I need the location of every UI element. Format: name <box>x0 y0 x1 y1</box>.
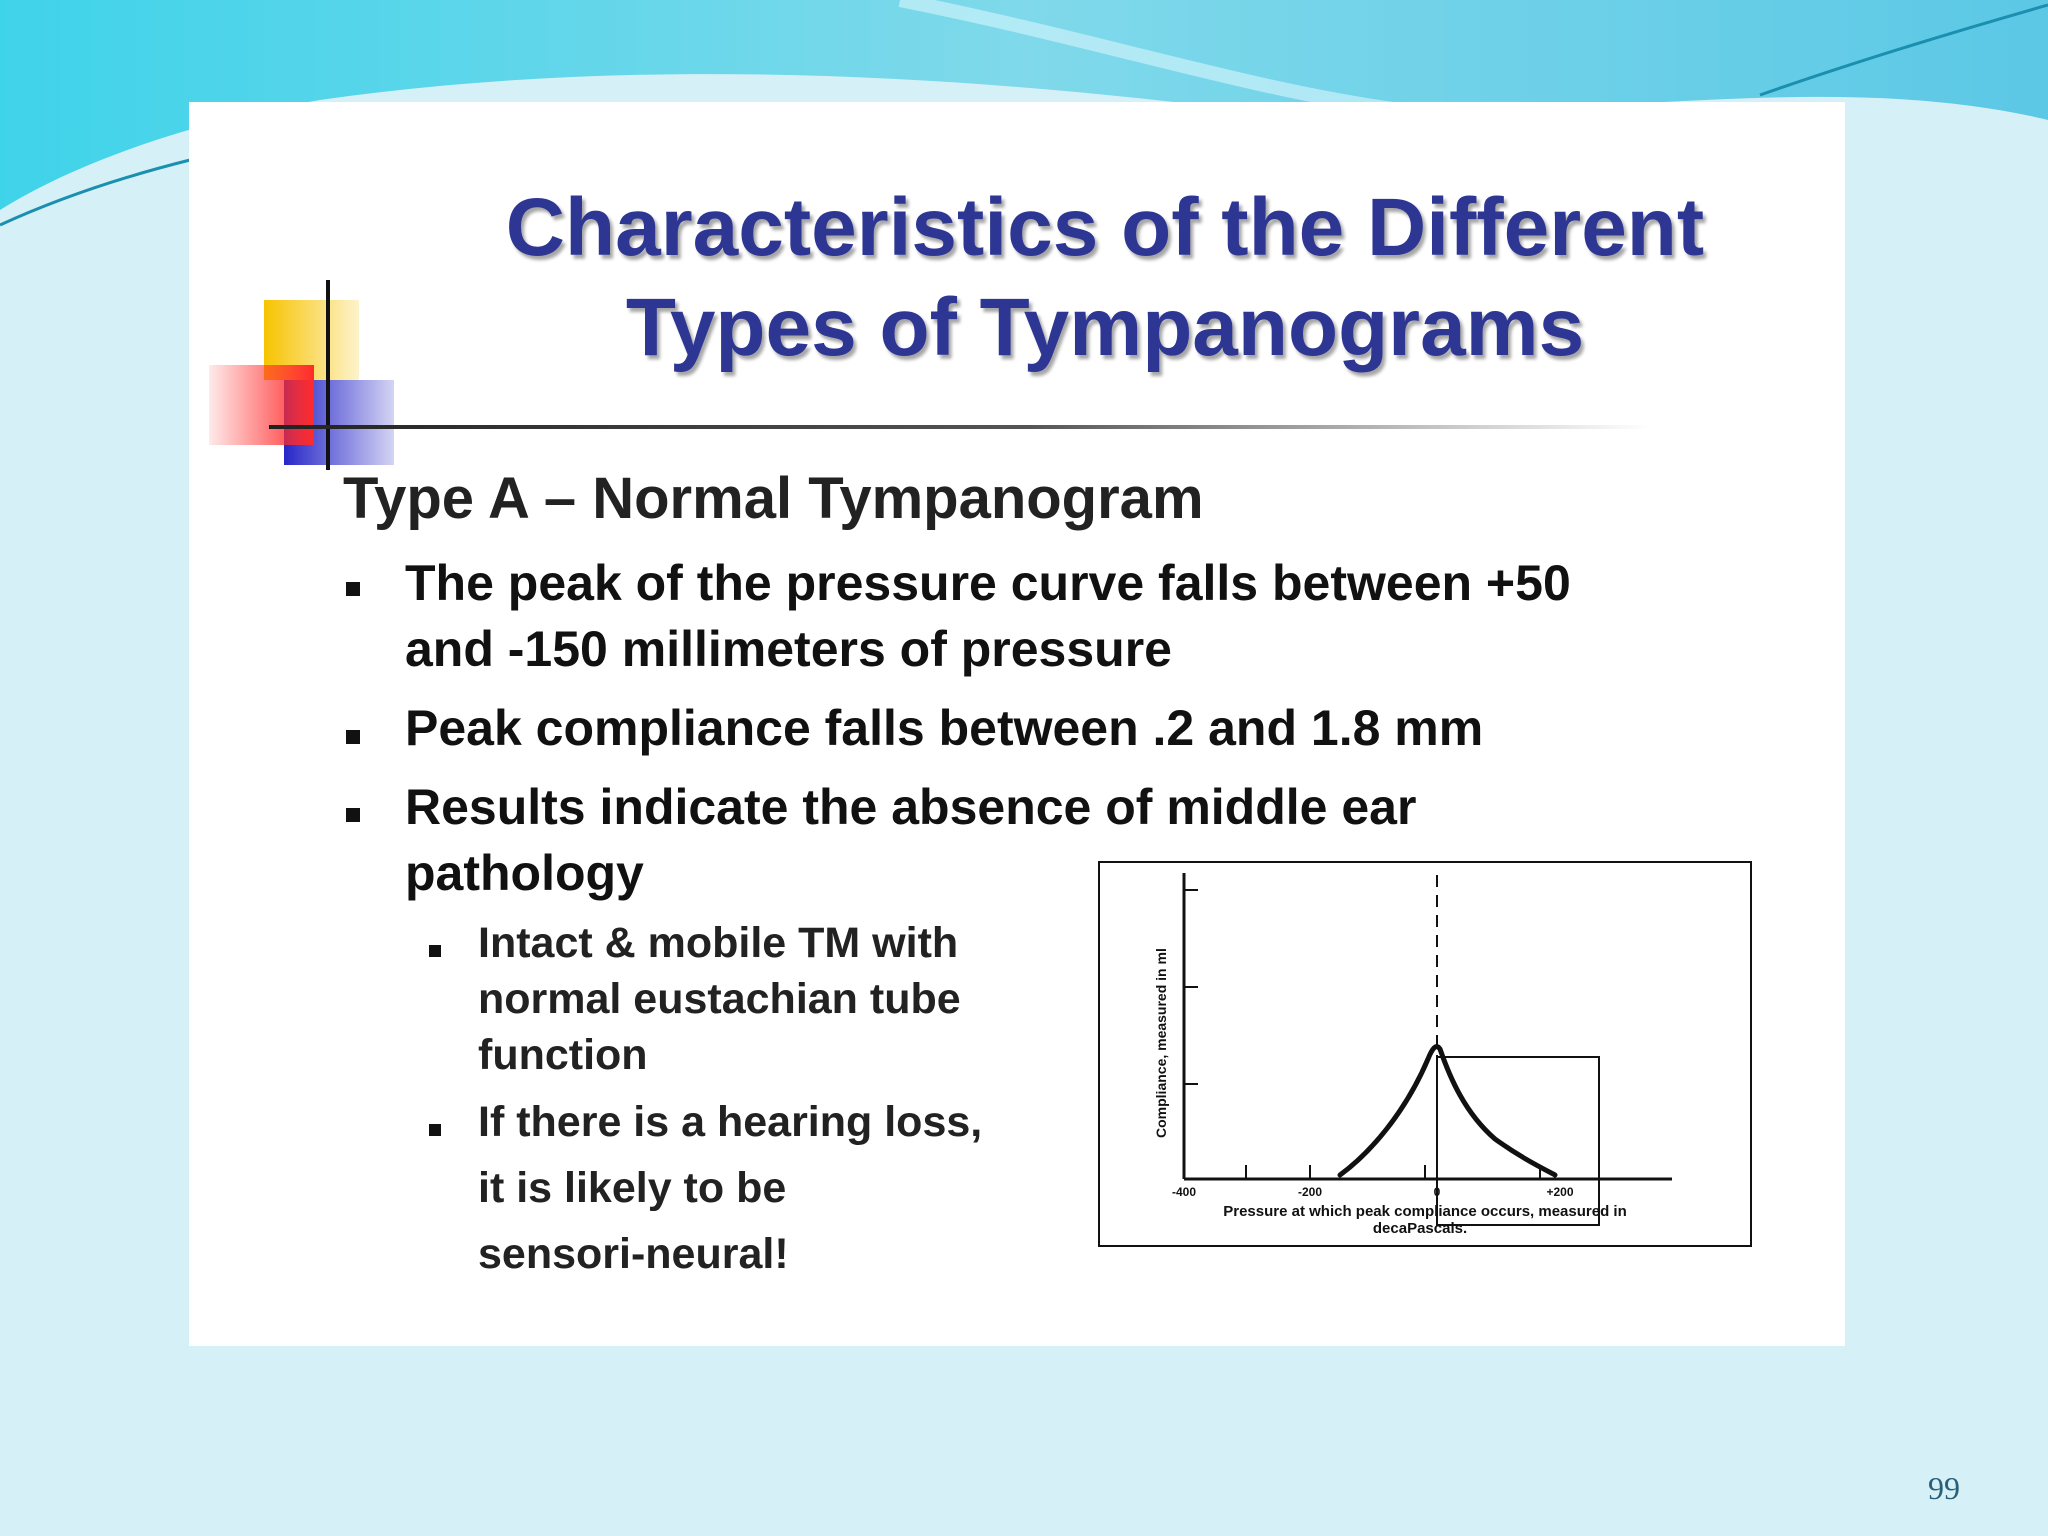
tympanogram-graph: Compliance, measured in ml -400 -200 0 +… <box>1153 873 1672 1237</box>
tympanogram-curve <box>1337 1044 1558 1178</box>
sub-bullet-2-line-2: it is likely to be <box>478 1164 787 1212</box>
bullet-marker <box>346 808 360 822</box>
bullet-marker <box>346 730 360 744</box>
slide-title-line-1: Characteristics of the Different <box>505 182 1705 273</box>
bullet-1-line-2: and -150 millimeters of pressure <box>405 621 1172 677</box>
sub-bullet-1-line-1: Intact & mobile TM with <box>478 919 959 967</box>
x-tick-label: 0 <box>1434 1185 1441 1199</box>
x-tick-label: -200 <box>1298 1185 1322 1199</box>
page-number: 99 <box>1928 1470 1960 1506</box>
bullet-marker <box>346 582 360 596</box>
title-divider <box>270 425 1650 429</box>
slide-title-line-2: Types of Tympanograms <box>625 282 1585 373</box>
x-axis-label-line-2: decaPascals. <box>1373 1220 1467 1237</box>
bullet-2-line-1: Peak compliance falls between .2 and 1.8… <box>405 700 1484 756</box>
sub-bullet-1-line-2: normal eustachian tube <box>478 975 961 1023</box>
sub-bullet-2-line-1: If there is a hearing loss, <box>478 1098 983 1146</box>
bullet-3-line-1: Results indicate the absence of middle e… <box>405 779 1417 835</box>
sub-bullet-marker <box>429 1124 441 1136</box>
y-axis-label: Compliance, measured in ml <box>1153 948 1169 1138</box>
sub-bullet-2-line-3: sensori-neural! <box>478 1230 789 1278</box>
sub-bullet-marker <box>429 945 441 957</box>
bullet-3-line-2: pathology <box>405 845 644 901</box>
subheading: Type A – Normal Tympanogram <box>343 466 1204 531</box>
normal-range-box <box>1436 1056 1600 1226</box>
x-axis-label-line-1: Pressure at which peak compliance occurs… <box>1223 1203 1627 1220</box>
x-tick-label: -400 <box>1172 1185 1196 1199</box>
tympanogram-figure: Compliance, measured in ml -400 -200 0 +… <box>1098 861 1752 1247</box>
x-tick-label: +200 <box>1546 1185 1573 1199</box>
sub-bullet-1-line-3: function <box>478 1031 648 1079</box>
bullet-1-line-1: The peak of the pressure curve falls bet… <box>405 555 1571 611</box>
